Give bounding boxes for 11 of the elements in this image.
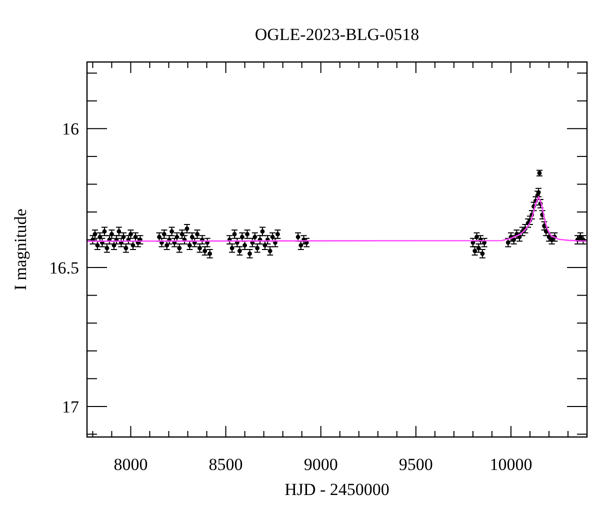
chart-title: OGLE-2023-BLG-0518 <box>254 25 420 44</box>
x-axis-title: HJD - 2450000 <box>284 480 390 499</box>
y-tick-label: 16.5 <box>49 258 79 278</box>
x-tick-label: 8000 <box>114 455 148 474</box>
y-tick-label: 17 <box>62 397 80 416</box>
x-tick-label: 8500 <box>208 455 243 474</box>
x-tick-label: 9000 <box>304 455 338 474</box>
y-tick-label: 16 <box>62 120 79 139</box>
x-tick-label: 9500 <box>398 455 433 474</box>
x-tick-label: 10000 <box>490 455 532 474</box>
y-axis-title: I magnitude <box>11 208 30 290</box>
